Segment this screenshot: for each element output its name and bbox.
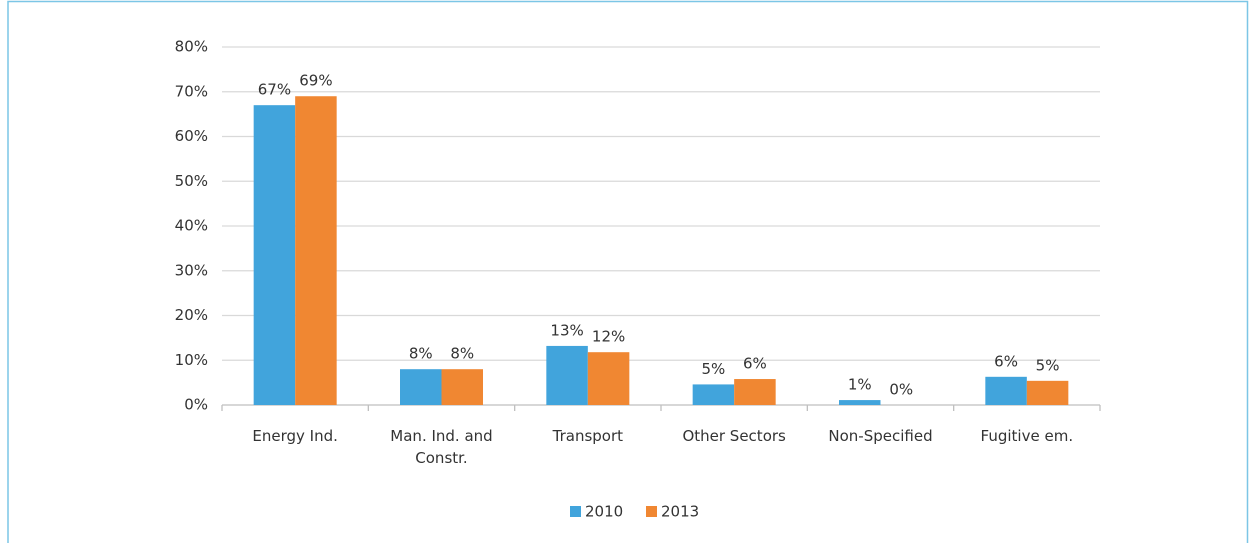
data-label: 5%	[1036, 356, 1060, 374]
bar	[253, 105, 296, 406]
y-tick-label: 50%	[175, 172, 208, 190]
bar	[839, 400, 881, 405]
bar	[546, 345, 588, 405]
y-tick-label: 70%	[175, 82, 208, 100]
data-label: 12%	[592, 328, 625, 346]
data-label: 6%	[743, 355, 767, 373]
data-label: 0%	[889, 381, 913, 399]
bar	[985, 376, 1027, 405]
y-tick-label: 0%	[184, 396, 208, 414]
y-tick-label: 80%	[175, 38, 208, 56]
y-tick-label: 20%	[175, 306, 208, 324]
y-tick-label: 30%	[175, 261, 208, 279]
legend-label: 2010	[585, 503, 623, 521]
data-label: 6%	[994, 352, 1018, 370]
data-label: 8%	[450, 345, 474, 363]
bar	[692, 384, 735, 405]
bar	[400, 369, 442, 405]
x-tick-label: Energy Ind.	[252, 427, 338, 445]
data-label: 69%	[299, 72, 332, 90]
x-tick-label: Fugitive em.	[980, 427, 1074, 445]
frame	[7, 0, 1249, 543]
bar	[1026, 380, 1069, 405]
legend-swatch	[570, 506, 581, 517]
bar	[734, 379, 776, 405]
x-tick-label: Man. Ind. and Constr.	[390, 427, 493, 467]
data-label: 5%	[702, 360, 726, 378]
bar	[441, 369, 483, 405]
y-tick-label: 10%	[175, 351, 208, 369]
x-tick-label: Other Sectors	[682, 427, 786, 445]
data-label: 67%	[258, 81, 291, 99]
y-tick-label: 60%	[175, 127, 208, 145]
data-label: 13%	[550, 321, 583, 339]
x-tick-label: Non-Specified	[828, 427, 933, 445]
bar	[587, 352, 630, 405]
y-tick-label: 40%	[175, 217, 208, 235]
legend-swatch	[646, 506, 657, 517]
legend-label: 2013	[661, 503, 699, 521]
x-tick-label: Transport	[552, 427, 624, 445]
data-label: 8%	[409, 345, 433, 363]
data-label: 1%	[848, 376, 872, 394]
bar	[295, 96, 337, 405]
